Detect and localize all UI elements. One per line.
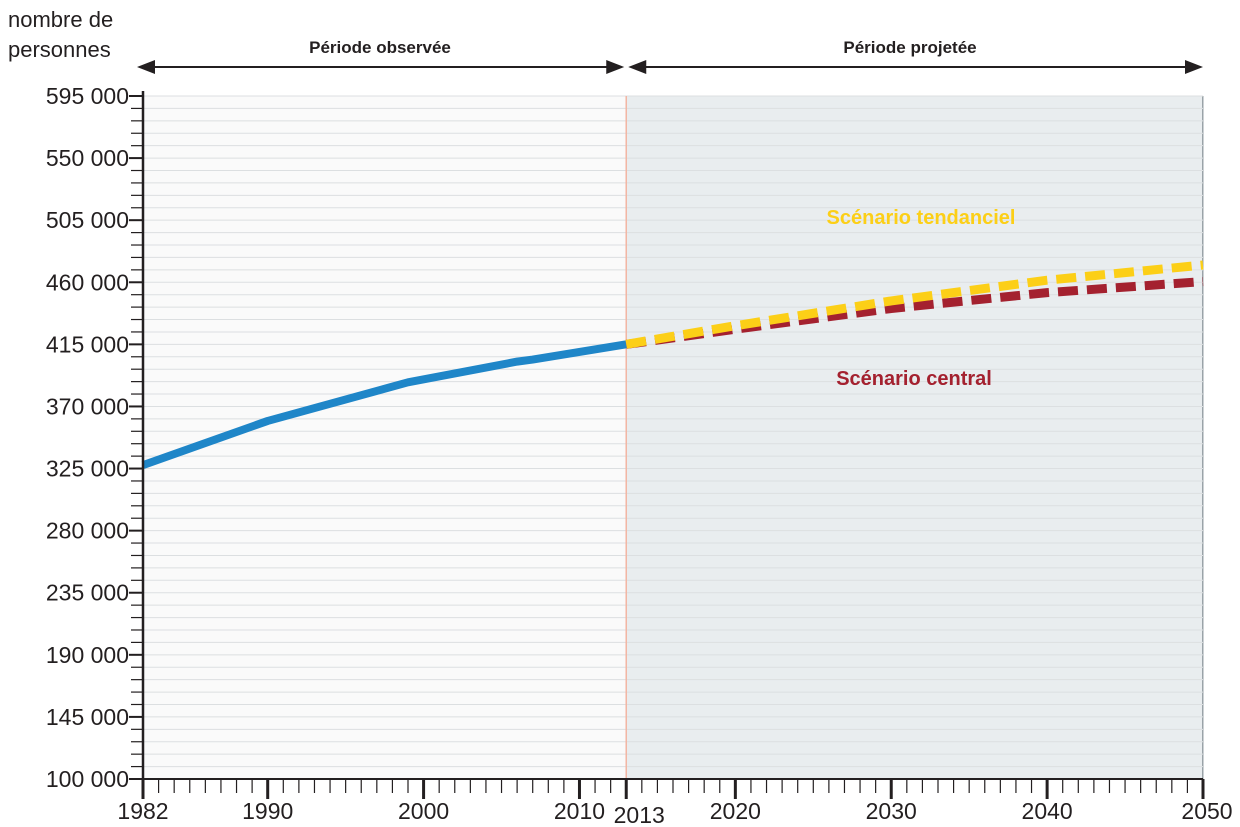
grid-layer xyxy=(143,95,1203,780)
y-tick-label: 190 000 xyxy=(46,642,129,668)
observed-period-label: Période observée xyxy=(309,38,451,57)
label-layer: nombre de personnes Période observée Pér… xyxy=(8,7,1203,390)
y-tick-label: 505 000 xyxy=(46,207,129,233)
y-tick-label: 595 000 xyxy=(46,83,129,109)
x-tick-label: 2030 xyxy=(866,798,917,824)
observed-period-arrow-head-left xyxy=(137,60,155,74)
y-tick-label: 235 000 xyxy=(46,580,129,606)
axis-layer: 100 000 145 000 190 000 235 000 280 000 325 0… xyxy=(46,83,1233,827)
series-line-observed xyxy=(141,340,627,469)
series-layer xyxy=(141,260,1204,469)
y-tick-label: 145 000 xyxy=(46,704,129,730)
y-tick-label: 550 000 xyxy=(46,145,129,171)
y-tick-label: 415 000 xyxy=(46,331,129,357)
y-tick-label: 100 000 xyxy=(46,766,129,792)
y-axis-label-line1: nombre de xyxy=(8,7,113,32)
y-tick-label: 460 000 xyxy=(46,269,129,295)
x-tick-label: 2000 xyxy=(398,798,449,824)
x-tick-label: 1982 xyxy=(117,798,168,824)
x-tick-label: 2040 xyxy=(1022,798,1073,824)
x-tick-label: 2020 xyxy=(710,798,761,824)
legend-label-tendanciel: Scénario tendanciel xyxy=(827,207,1016,229)
y-axis-label-line2: personnes xyxy=(8,37,111,62)
projected-period-arrow-head-left xyxy=(628,60,647,74)
x-tick-label: 2013 xyxy=(614,802,665,827)
plot-right-border xyxy=(1202,96,1204,779)
x-tick-label: 1990 xyxy=(242,798,293,824)
x-tick-label: 2010 xyxy=(554,798,605,824)
y-tick-label: 370 000 xyxy=(46,393,129,419)
projected-period-label: Période projetée xyxy=(843,38,976,57)
legend-label-central: Scénario central xyxy=(836,368,992,390)
background-layer xyxy=(143,96,1204,779)
series-line-tendanciel xyxy=(625,260,1204,349)
y-tick-label: 280 000 xyxy=(46,518,129,544)
observed-period-arrow-head-right xyxy=(606,60,625,74)
projected-period-arrow-head-right xyxy=(1185,60,1203,74)
projected-period-background xyxy=(626,96,1203,779)
x-tick-label: 2050 xyxy=(1181,798,1232,824)
y-tick-label: 325 000 xyxy=(46,456,129,482)
